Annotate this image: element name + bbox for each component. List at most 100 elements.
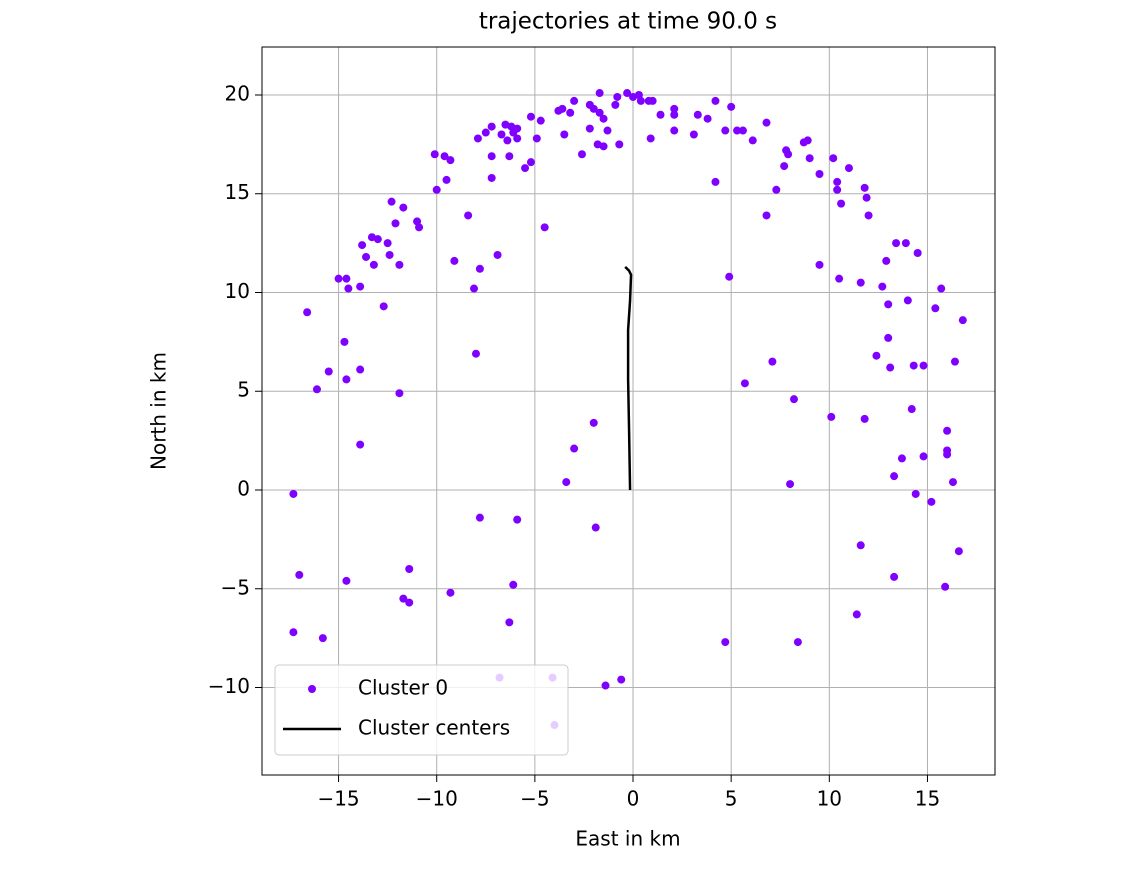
point xyxy=(536,116,545,125)
point xyxy=(725,272,734,281)
y-axis-label: North in km xyxy=(147,352,171,470)
point xyxy=(475,264,484,273)
point xyxy=(487,173,496,182)
x-tick-label: 5 xyxy=(725,787,738,811)
point xyxy=(342,274,351,283)
point xyxy=(383,239,392,248)
point xyxy=(497,130,506,139)
point xyxy=(289,489,298,498)
point xyxy=(560,130,569,139)
point xyxy=(693,110,702,119)
point xyxy=(890,472,899,481)
point xyxy=(656,110,665,119)
point xyxy=(385,250,394,259)
point xyxy=(487,152,496,161)
plot-frame xyxy=(261,46,996,776)
point xyxy=(611,100,620,109)
point xyxy=(721,126,730,135)
point xyxy=(362,252,371,261)
point xyxy=(886,363,895,372)
point xyxy=(837,199,846,208)
point xyxy=(907,405,916,414)
point xyxy=(689,130,698,139)
point xyxy=(780,162,789,171)
point xyxy=(941,582,950,591)
point xyxy=(882,256,891,265)
point xyxy=(475,513,484,522)
point xyxy=(844,164,853,173)
point xyxy=(526,158,535,167)
point xyxy=(577,150,586,159)
point xyxy=(927,497,936,506)
point xyxy=(513,134,522,143)
point xyxy=(599,142,608,151)
point xyxy=(878,282,887,291)
x-tick-label: 0 xyxy=(627,787,640,811)
point xyxy=(623,89,632,98)
point xyxy=(464,211,473,220)
point xyxy=(399,203,408,212)
point xyxy=(911,489,920,498)
point xyxy=(901,239,910,248)
point xyxy=(897,454,906,463)
x-axis-label: East in km xyxy=(575,827,680,851)
point xyxy=(591,523,600,532)
point xyxy=(509,580,518,589)
point xyxy=(503,136,512,145)
point xyxy=(415,223,424,232)
y-tick-label: −5 xyxy=(221,575,250,599)
point xyxy=(303,308,312,317)
point xyxy=(954,547,963,556)
point xyxy=(513,124,522,133)
point xyxy=(356,282,365,291)
point xyxy=(589,418,598,427)
point xyxy=(334,274,343,283)
point xyxy=(318,634,327,643)
point xyxy=(589,104,598,113)
point xyxy=(603,126,612,135)
point xyxy=(937,284,946,293)
chart-title: trajectories at time 90.0 s xyxy=(479,9,777,35)
point xyxy=(711,96,720,105)
point xyxy=(312,385,321,394)
point xyxy=(405,565,414,574)
point xyxy=(948,478,957,487)
legend-marker xyxy=(308,685,316,693)
point xyxy=(913,248,922,257)
point xyxy=(379,302,388,311)
point xyxy=(740,379,749,388)
point xyxy=(526,112,535,121)
point xyxy=(827,412,836,421)
point xyxy=(833,177,842,186)
point xyxy=(356,365,365,374)
point xyxy=(585,124,594,133)
point xyxy=(748,136,757,145)
point xyxy=(558,104,567,113)
y-tick-label: 0 xyxy=(237,477,250,501)
point xyxy=(860,414,869,423)
point xyxy=(342,576,351,585)
legend-box xyxy=(274,664,569,756)
point xyxy=(395,260,404,269)
point xyxy=(803,136,812,145)
point xyxy=(532,134,541,143)
point xyxy=(566,108,575,117)
point xyxy=(570,444,579,453)
point xyxy=(884,300,893,309)
point xyxy=(919,361,928,370)
point xyxy=(909,361,918,370)
point xyxy=(289,628,298,637)
point xyxy=(789,395,798,404)
point xyxy=(856,278,865,287)
point xyxy=(324,367,333,376)
point xyxy=(762,118,771,127)
point xyxy=(786,480,795,489)
point xyxy=(738,126,747,135)
line xyxy=(624,265,633,491)
point xyxy=(513,515,522,524)
point xyxy=(562,478,571,487)
point xyxy=(703,114,712,123)
legend-label: Cluster 0 xyxy=(358,676,448,700)
